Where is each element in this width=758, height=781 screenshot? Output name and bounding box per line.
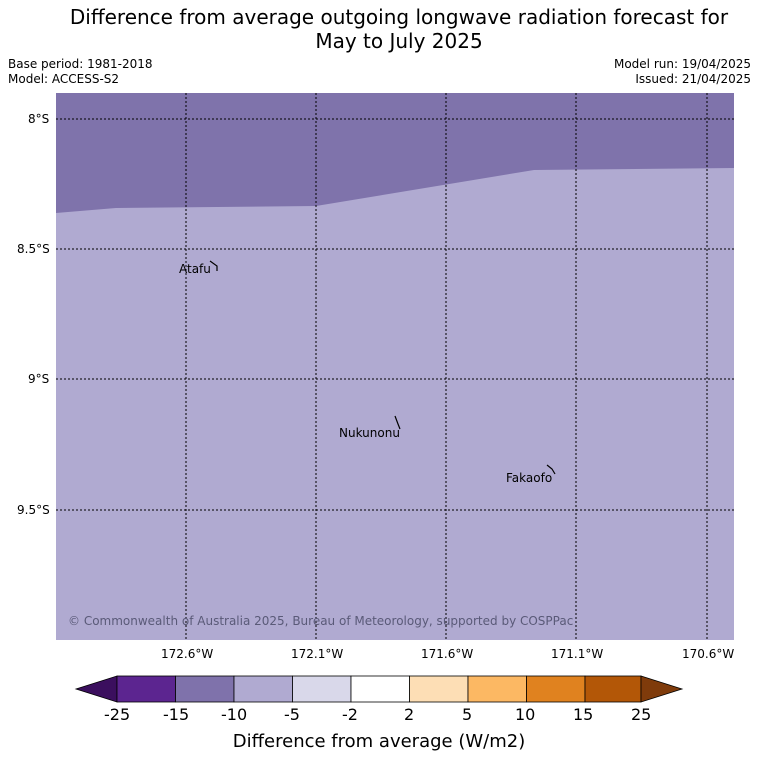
lon-tick-label: 171.6°W: [421, 647, 474, 661]
colorbar-segment: [116, 675, 176, 703]
title-line-2: May to July 2025: [315, 29, 483, 53]
colorbar-tick-label: 2: [404, 705, 415, 724]
place-label-fakaofo: Fakaofo: [506, 471, 553, 485]
model-text: Model: ACCESS-S2: [8, 72, 120, 86]
lon-tick-label: 172.1°W: [291, 647, 344, 661]
nukunonu-atoll-shape: [394, 415, 401, 430]
lat-tick-label: 8°S: [28, 112, 50, 126]
colorbar-tick-label: -15: [163, 705, 190, 724]
copyright-notice: © Commonwealth of Australia 2025, Bureau…: [68, 614, 574, 628]
colorbar-segment: [233, 675, 293, 703]
fakaofo-atoll-shape: [546, 464, 556, 475]
colorbar-segment: [526, 675, 586, 703]
lon-tick-label: 171.1°W: [551, 647, 604, 661]
colorbar-tick-label: 25: [631, 705, 652, 724]
lon-tick-label: 170.6°W: [682, 647, 735, 661]
dark-anomaly-region: [56, 93, 734, 213]
colorbar-tick-label: -2: [342, 705, 358, 724]
meta-right: Model run: 19/04/2025 Issued: 21/04/2025: [614, 57, 751, 87]
lat-tick-label: 8.5°S: [17, 242, 50, 256]
colorbar: [74, 675, 684, 703]
colorbar-segment: [467, 675, 527, 703]
atafu-atoll-shape: [209, 260, 218, 271]
colorbar-tick-label: 5: [462, 705, 473, 724]
colorbar-tick-label: -25: [104, 705, 131, 724]
lat-tick-label: 9°S: [28, 372, 50, 386]
colorbar-tick-label: 10: [515, 705, 536, 724]
colorbar-segment: [409, 675, 469, 703]
place-label-atafu: Atafu: [179, 262, 211, 276]
title-line-1: Difference from average outgoing longwav…: [69, 5, 729, 29]
issued-text: Issued: 21/04/2025: [635, 72, 751, 86]
meta-left: Base period: 1981-2018 Model: ACCESS-S2: [8, 57, 153, 87]
model-run-text: Model run: 19/04/2025: [613, 57, 751, 71]
colorbar-tick-label: 15: [573, 705, 594, 724]
place-label-nukunonu: Nukunonu: [339, 426, 400, 440]
colorbar-tick-label: -10: [221, 705, 248, 724]
base-period-text: Base period: 1981-2018: [8, 57, 153, 71]
graticule: [56, 93, 734, 640]
colorbar-extend-low: [74, 675, 118, 703]
colorbar-title: Difference from average (W/m2): [232, 731, 526, 752]
colorbar-extend-high: [640, 675, 684, 703]
lat-tick-label: 9.5°S: [17, 503, 50, 517]
atolls: [209, 260, 556, 475]
colorbar-segment: [175, 675, 235, 703]
chart-title: Difference from average outgoing longwav…: [0, 5, 758, 53]
lon-tick-label: 172.6°W: [161, 647, 214, 661]
colorbar-tick-label: -5: [284, 705, 300, 724]
colorbar-segment: [350, 675, 410, 703]
map-panel: [56, 93, 734, 640]
colorbar-segment: [584, 675, 642, 703]
colorbar-segment: [292, 675, 352, 703]
